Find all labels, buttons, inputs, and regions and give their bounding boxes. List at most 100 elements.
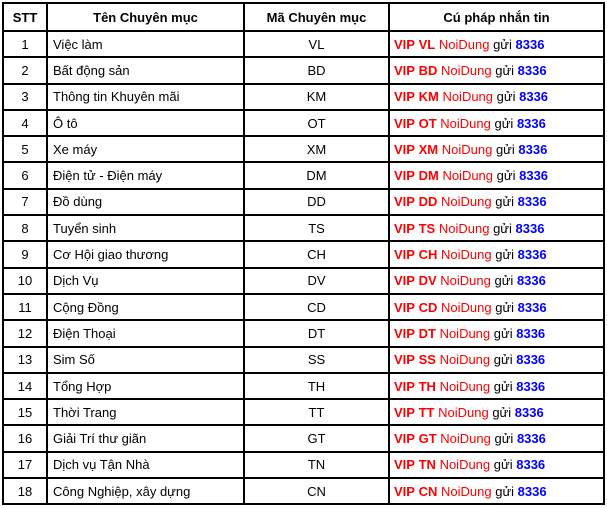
row-sms-syntax: VIP OT NoiDung gửi 8336 <box>388 108 605 138</box>
syntax-number: 8336 <box>519 168 549 184</box>
syntax-number: 8336 <box>517 247 547 263</box>
syntax-code: CH <box>418 247 438 263</box>
syntax-code: BD <box>418 62 438 78</box>
table-row: 2 Bất động sản BD VIP BD NoiDung gửi 833… <box>2 56 605 85</box>
row-category-code: VL <box>243 29 390 59</box>
row-category-name: Dịch Vụ <box>46 266 245 295</box>
row-category-name: Sim Số <box>46 345 245 374</box>
syntax-send: gửi <box>494 431 514 447</box>
syntax-send: gửi <box>493 352 513 368</box>
syntax-code: CN <box>418 483 438 499</box>
row-stt: 7 <box>2 187 48 217</box>
syntax-number: 8336 <box>516 431 546 447</box>
row-category-code: SS <box>243 345 390 374</box>
syntax-prefix: VIP <box>394 325 415 341</box>
syntax-send: gửi <box>493 457 513 473</box>
row-sms-syntax: VIP TS NoiDung gửi 8336 <box>388 214 605 243</box>
syntax-prefix: VIP <box>394 457 415 473</box>
syntax-send: gửi <box>493 220 512 236</box>
row-sms-syntax: VIP CN NoiDung gửi 8336 <box>388 477 605 506</box>
row-stt: 14 <box>2 371 48 401</box>
table-row: 3 Thông tin Khuyên mãi KM VIP KM NoiDung… <box>2 82 605 111</box>
row-stt: 3 <box>2 82 48 111</box>
syntax-code: XM <box>418 141 439 157</box>
row-category-code: KM <box>243 82 390 111</box>
syntax-content: NoiDung <box>439 325 491 341</box>
syntax-prefix: VIP <box>394 141 415 157</box>
syntax-content: NoiDung <box>440 431 491 447</box>
syntax-send: gửi <box>492 404 512 420</box>
table-row: 11 Cộng Đồng CD VIP CD NoiDung gửi 8336 <box>2 292 605 322</box>
syntax-number: 8336 <box>516 378 546 394</box>
syntax-send: gửi <box>493 378 513 394</box>
syntax-code: DV <box>418 273 437 289</box>
syntax-prefix: VIP <box>394 168 415 184</box>
row-stt: 15 <box>2 398 48 427</box>
syntax-send: gửi <box>493 325 513 341</box>
syntax-number: 8336 <box>516 352 546 368</box>
syntax-prefix: VIP <box>394 36 415 52</box>
table-row: 17 Dịch vụ Tận Nhà TN VIP TN NoiDung gửi… <box>2 450 605 480</box>
table-row: 9 Cơ Hội giao thương CH VIP CH NoiDung g… <box>2 240 605 269</box>
row-category-name: Đồ dùng <box>46 187 245 217</box>
syntax-content: NoiDung <box>439 378 491 394</box>
syntax-number: 8336 <box>517 299 547 315</box>
row-stt: 6 <box>2 161 48 190</box>
row-category-name: Thời Trang <box>46 398 245 427</box>
row-category-name: Bất động sản <box>46 56 245 85</box>
row-stt: 2 <box>2 56 48 85</box>
syntax-content: NoiDung <box>440 273 491 289</box>
syntax-content: NoiDung <box>438 404 489 420</box>
row-sms-syntax: VIP TN NoiDung gửi 8336 <box>388 450 605 480</box>
syntax-number: 8336 <box>516 273 546 289</box>
row-category-code: CN <box>243 477 390 506</box>
syntax-prefix: VIP <box>394 220 415 236</box>
syntax-number: 8336 <box>516 457 546 473</box>
syntax-prefix: VIP <box>394 352 415 368</box>
syntax-prefix: VIP <box>394 378 415 394</box>
table-row: 12 Điện Thoại DT VIP DT NoiDung gửi 8336 <box>2 319 605 348</box>
syntax-content: NoiDung <box>438 220 490 236</box>
syntax-number: 8336 <box>515 36 545 52</box>
row-category-name: Điện Thoại <box>46 319 245 348</box>
row-stt: 13 <box>2 345 48 374</box>
syntax-send: gửi <box>495 483 515 499</box>
syntax-content: NoiDung <box>439 457 491 473</box>
row-category-code: TS <box>243 214 390 243</box>
table-row: 1 Việc làm VL VIP VL NoiDung gửi 8336 <box>2 29 605 59</box>
syntax-content: NoiDung <box>440 115 491 131</box>
row-sms-syntax: VIP SS NoiDung gửi 8336 <box>388 345 605 374</box>
syntax-prefix: VIP <box>394 273 415 289</box>
syntax-content: NoiDung <box>438 36 490 52</box>
row-sms-syntax: VIP DD NoiDung gửi 8336 <box>388 187 605 217</box>
syntax-number: 8336 <box>517 62 547 78</box>
syntax-code: TN <box>418 457 436 473</box>
syntax-content: NoiDung <box>441 141 493 157</box>
syntax-number: 8336 <box>515 220 545 236</box>
syntax-send: gửi <box>495 62 515 78</box>
row-stt: 5 <box>2 135 48 164</box>
row-category-name: Ô tô <box>46 108 245 138</box>
table-row: 8 Tuyển sinh TS VIP TS NoiDung gửi 8336 <box>2 214 605 243</box>
syntax-number: 8336 <box>519 89 549 105</box>
row-category-code: DD <box>243 187 390 217</box>
syntax-code: TH <box>418 378 436 394</box>
table-row: 13 Sim Số SS VIP SS NoiDung gửi 8336 <box>2 345 605 374</box>
syntax-content: NoiDung <box>441 483 492 499</box>
syntax-prefix: VIP <box>394 115 415 131</box>
row-sms-syntax: VIP TH NoiDung gửi 8336 <box>388 371 605 401</box>
syntax-code: VL <box>418 36 436 52</box>
syntax-code: TS <box>418 220 436 236</box>
table-row: 7 Đồ dùng DD VIP DD NoiDung gửi 8336 <box>2 187 605 217</box>
row-category-name: Thông tin Khuyên mãi <box>46 82 245 111</box>
row-category-code: CH <box>243 240 390 269</box>
syntax-prefix: VIP <box>394 431 415 447</box>
row-sms-syntax: VIP BD NoiDung gửi 8336 <box>388 56 605 85</box>
syntax-send: gửi <box>493 36 512 52</box>
row-category-code: DV <box>243 266 390 295</box>
row-sms-syntax: VIP DM NoiDung gửi 8336 <box>388 161 605 190</box>
row-sms-syntax: VIP TT NoiDung gửi 8336 <box>388 398 605 427</box>
syntax-number: 8336 <box>514 404 544 420</box>
row-category-name: Cộng Đồng <box>46 292 245 322</box>
row-stt: 9 <box>2 240 48 269</box>
